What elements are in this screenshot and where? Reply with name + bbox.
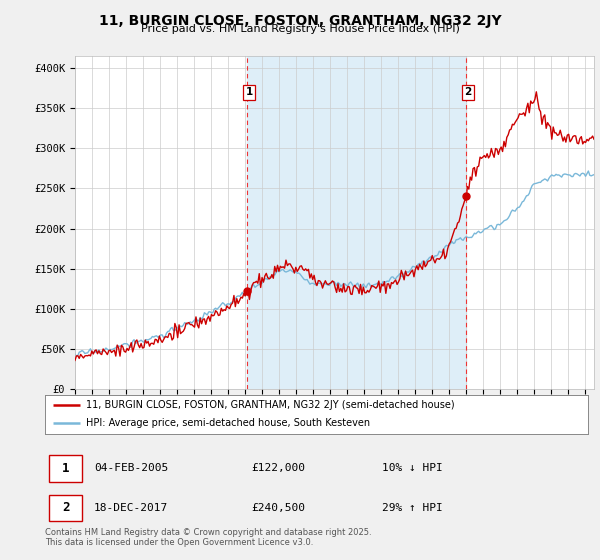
Text: 04-FEB-2005: 04-FEB-2005 [94,463,168,473]
Text: £122,000: £122,000 [251,463,305,473]
Text: 18-DEC-2017: 18-DEC-2017 [94,503,168,513]
Text: 29% ↑ HPI: 29% ↑ HPI [382,503,442,513]
Text: 1: 1 [245,87,253,97]
Text: 11, BURGIN CLOSE, FOSTON, GRANTHAM, NG32 2JY (semi-detached house): 11, BURGIN CLOSE, FOSTON, GRANTHAM, NG32… [86,400,454,410]
FancyBboxPatch shape [49,494,82,521]
Text: 11, BURGIN CLOSE, FOSTON, GRANTHAM, NG32 2JY: 11, BURGIN CLOSE, FOSTON, GRANTHAM, NG32… [98,14,502,28]
Text: 2: 2 [464,87,472,97]
Text: HPI: Average price, semi-detached house, South Kesteven: HPI: Average price, semi-detached house,… [86,418,370,428]
Text: 2: 2 [62,501,70,515]
Text: Price paid vs. HM Land Registry's House Price Index (HPI): Price paid vs. HM Land Registry's House … [140,24,460,34]
Text: 10% ↓ HPI: 10% ↓ HPI [382,463,442,473]
Text: £240,500: £240,500 [251,503,305,513]
Bar [247,56,466,389]
Text: Contains HM Land Registry data © Crown copyright and database right 2025.
This d: Contains HM Land Registry data © Crown c… [45,528,371,547]
FancyBboxPatch shape [49,455,82,482]
Text: 1: 1 [62,461,70,474]
